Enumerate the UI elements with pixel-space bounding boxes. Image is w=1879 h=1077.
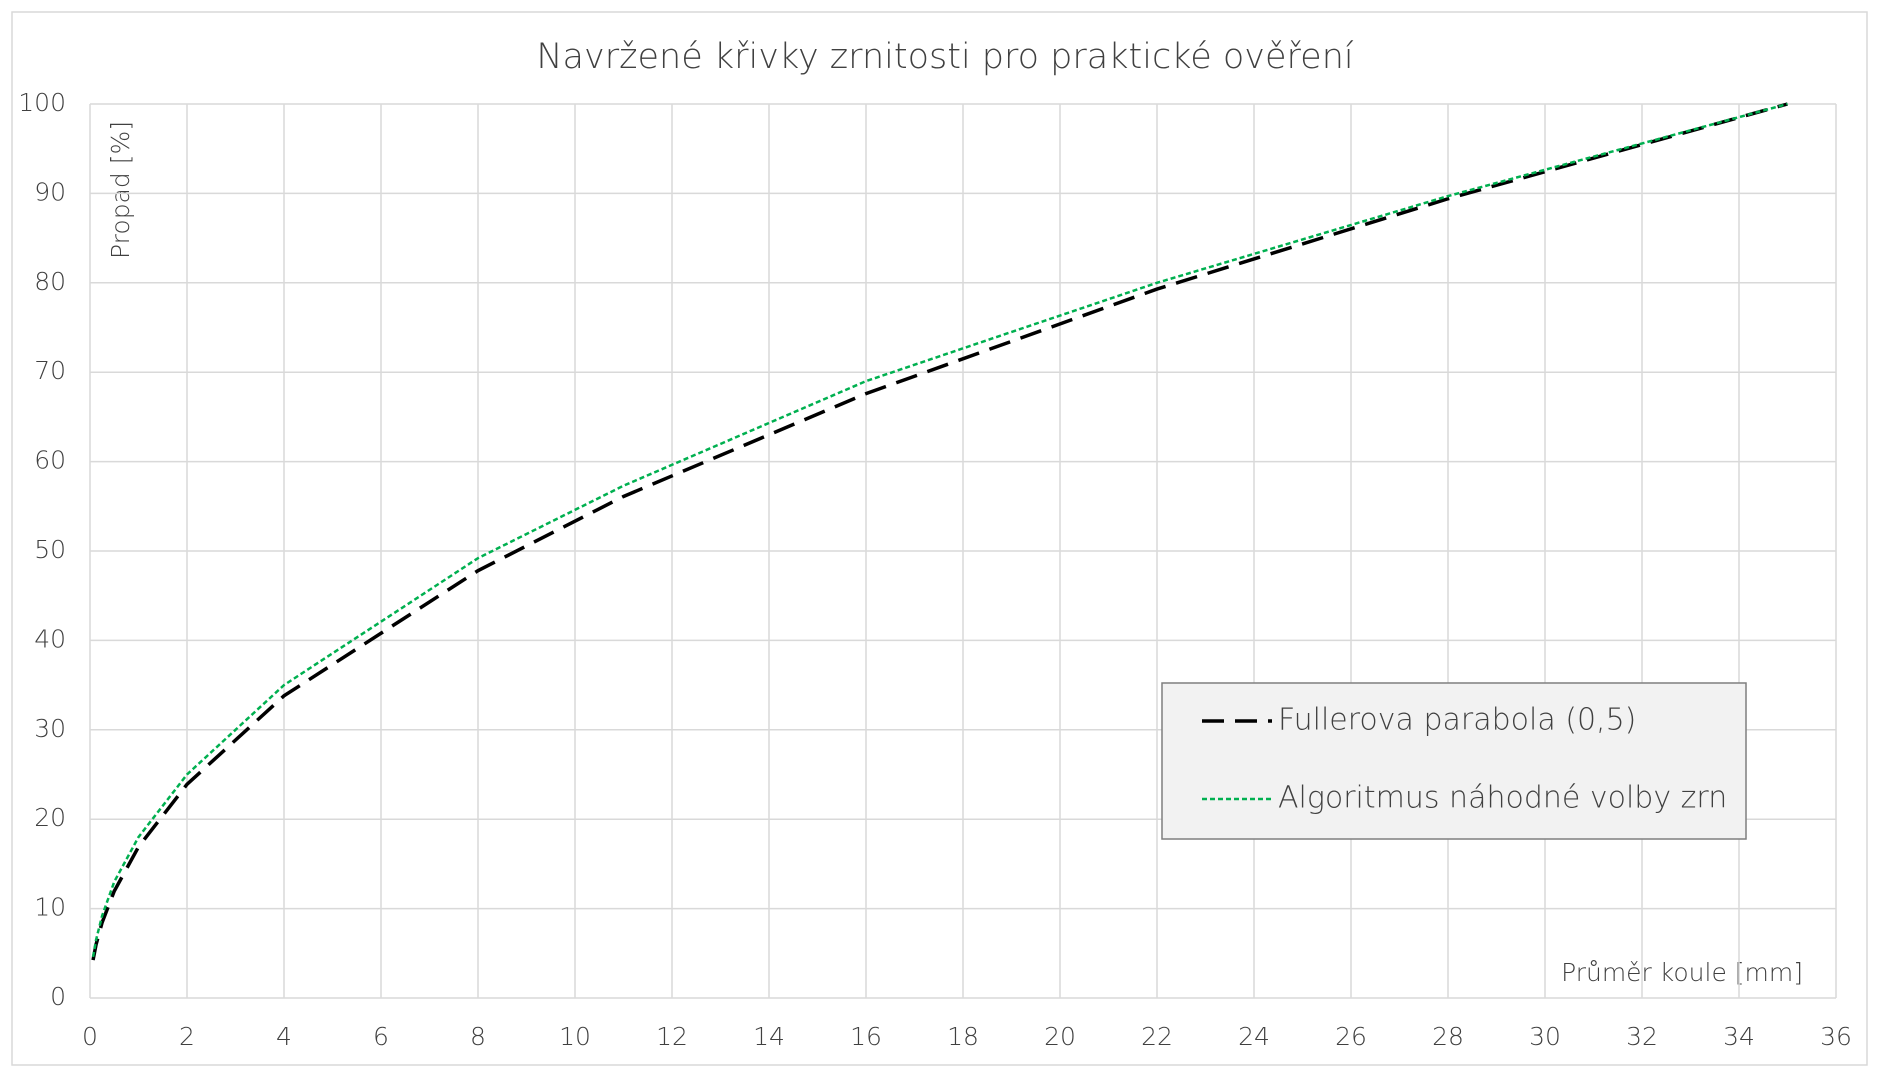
x-tick-label: 12 xyxy=(656,1022,688,1051)
x-tick-label: 2 xyxy=(179,1022,195,1051)
x-axis-label: Průměr koule [mm] xyxy=(1561,958,1803,987)
y-tick-label: 90 xyxy=(34,177,66,206)
x-tick-label: 10 xyxy=(559,1022,591,1051)
x-tick-label: 34 xyxy=(1723,1022,1755,1051)
x-tick-label: 24 xyxy=(1238,1022,1270,1051)
line-series xyxy=(91,102,1788,961)
chart-title: Navržené křivky zrnitosti pro praktické … xyxy=(536,37,1353,77)
x-tick-label: 18 xyxy=(947,1022,979,1051)
y-tick-label: 70 xyxy=(34,356,66,385)
x-tick-label: 20 xyxy=(1044,1022,1076,1051)
x-tick-label: 26 xyxy=(1335,1022,1367,1051)
x-tick-label: 28 xyxy=(1432,1022,1464,1051)
y-tick-label: 20 xyxy=(34,803,66,832)
y-tick-label: 60 xyxy=(34,446,66,475)
y-tick-label: 30 xyxy=(34,714,66,743)
x-tick-label: 14 xyxy=(753,1022,785,1051)
line-series xyxy=(91,102,1788,958)
y-tick-label: 50 xyxy=(34,535,66,564)
y-tick-label: 40 xyxy=(34,624,66,653)
legend-box xyxy=(1161,682,1747,840)
x-tick-label: 32 xyxy=(1626,1022,1658,1051)
y-tick-label: 10 xyxy=(34,893,66,922)
x-tick-label: 0 xyxy=(82,1022,98,1051)
y-tick-label: 0 xyxy=(50,982,66,1011)
y-tick-label: 80 xyxy=(34,267,66,296)
x-tick-label: 36 xyxy=(1820,1022,1852,1051)
chart-border xyxy=(11,11,1868,1066)
y-tick-label: 100 xyxy=(18,88,66,117)
x-tick-label: 16 xyxy=(850,1022,882,1051)
x-tick-label: 22 xyxy=(1141,1022,1173,1051)
legend-label: Fullerova parabola (0,5) xyxy=(1278,703,1636,738)
x-tick-label: 8 xyxy=(470,1022,486,1051)
y-axis-label: Propad [%] xyxy=(106,121,135,259)
x-tick-label: 30 xyxy=(1529,1022,1561,1051)
x-tick-label: 4 xyxy=(276,1022,292,1051)
x-tick-label: 6 xyxy=(373,1022,389,1051)
legend-label: Algoritmus náhodné volby zrn xyxy=(1278,781,1727,816)
